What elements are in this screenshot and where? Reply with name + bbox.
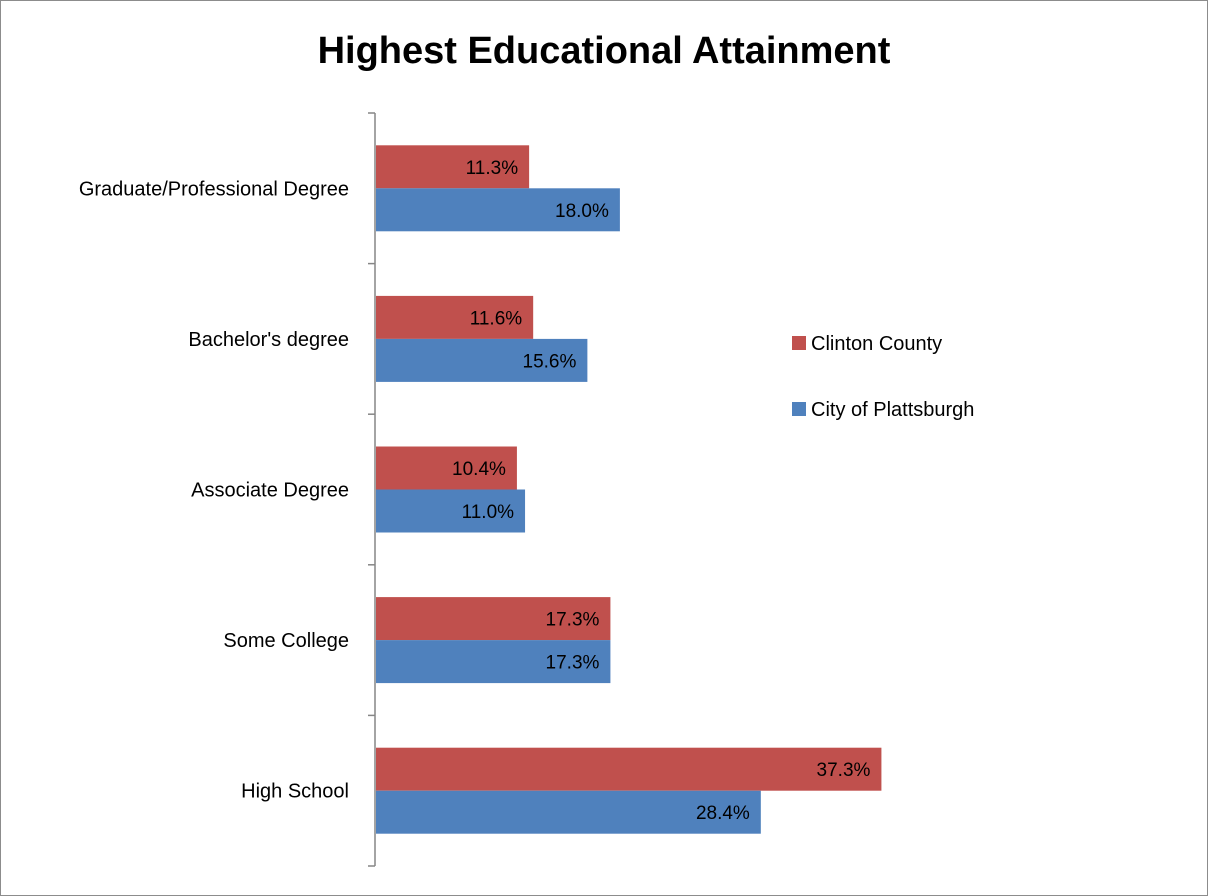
bars: 11.3% 18.0% 11.6% 15.6% 10.4% 11.0% 17.3% 17.3%…: [376, 145, 882, 834]
data-label: 11.0%: [462, 502, 515, 523]
data-label: 15.6%: [523, 351, 577, 372]
category-label: Graduate/Professional Degree: [79, 178, 349, 200]
category-label: Associate Degree: [191, 480, 349, 502]
legend-label: City of Plattsburgh: [811, 399, 974, 421]
bar: [376, 338, 588, 382]
bar: [376, 640, 611, 684]
bar: [376, 188, 620, 232]
bar: [376, 489, 526, 533]
category-label: High School: [241, 781, 349, 803]
category-label: Some College: [223, 630, 349, 652]
legend-label: Clinton County: [811, 333, 942, 355]
category-axis: Graduate/Professional Degree Bachelor's d…: [79, 112, 376, 867]
bar: [376, 790, 761, 834]
legend: Clinton County City of Plattsburgh: [792, 333, 974, 421]
data-label: 11.6%: [470, 308, 523, 329]
legend-swatch: [792, 336, 806, 350]
chart-title: Highest Educational Attainment: [317, 30, 891, 72]
data-label: 10.4%: [452, 459, 506, 480]
data-label: 17.3%: [546, 610, 600, 631]
data-label: 28.4%: [696, 803, 750, 824]
data-label: 18.0%: [555, 201, 609, 222]
bar: [376, 446, 517, 490]
legend-swatch: [792, 402, 806, 416]
category-label: Bachelor's degree: [188, 329, 349, 351]
data-label: 11.3%: [466, 158, 519, 179]
data-label: 37.3%: [817, 760, 871, 781]
bar: [376, 747, 882, 791]
bar: [376, 597, 611, 641]
bar: [376, 295, 534, 339]
bar: [376, 145, 530, 189]
data-label: 17.3%: [546, 653, 600, 674]
